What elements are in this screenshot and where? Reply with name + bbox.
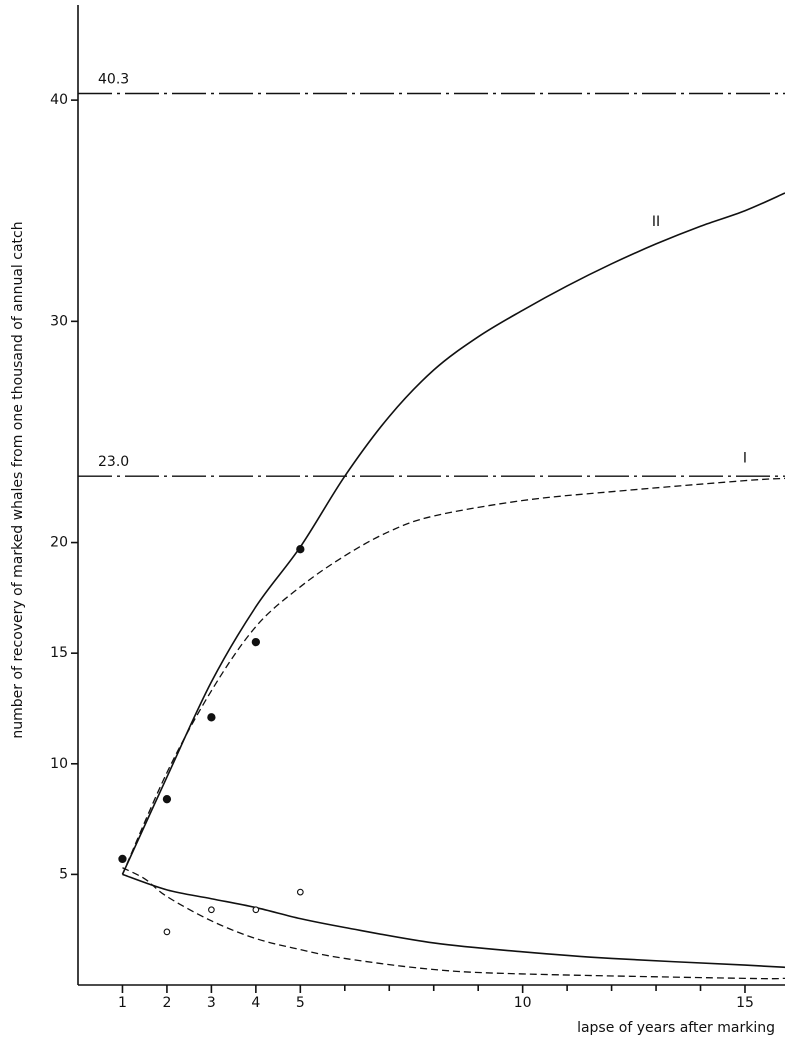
curve-label: II xyxy=(652,214,660,230)
curve xyxy=(122,193,785,874)
reference-label: 23.0 xyxy=(98,454,129,470)
data-point xyxy=(119,855,126,862)
y-tick-label: 30 xyxy=(50,313,68,329)
y-tick-label: 10 xyxy=(50,756,68,772)
data-point xyxy=(297,546,304,553)
data-point xyxy=(252,639,259,646)
data-point xyxy=(209,907,215,913)
y-tick-label: 5 xyxy=(59,866,68,882)
x-tick-label: 2 xyxy=(162,995,171,1011)
curve xyxy=(122,478,785,874)
x-tick-label: 3 xyxy=(207,995,216,1011)
y-tick-label: 40 xyxy=(50,92,68,108)
x-tick-label: 1 xyxy=(118,995,127,1011)
reference-label: 40.3 xyxy=(98,71,129,87)
x-axis-label: lapse of years after marking xyxy=(577,1020,775,1036)
y-tick-label: 20 xyxy=(50,535,68,551)
data-point xyxy=(298,889,304,895)
x-tick-label: 5 xyxy=(296,995,305,1011)
x-tick-label: 4 xyxy=(251,995,260,1011)
curve xyxy=(122,874,785,967)
data-point xyxy=(164,929,170,935)
curve-label: I xyxy=(743,451,747,467)
chart: number of recovery of marked whales from… xyxy=(0,0,785,1043)
data-point xyxy=(208,714,215,721)
y-axis-label: number of recovery of marked whales from… xyxy=(10,221,26,738)
y-tick-label: 15 xyxy=(50,645,68,661)
x-tick-label: 10 xyxy=(514,995,532,1011)
data-point xyxy=(253,907,259,913)
data-point xyxy=(163,796,170,803)
x-tick-label: 15 xyxy=(736,995,754,1011)
